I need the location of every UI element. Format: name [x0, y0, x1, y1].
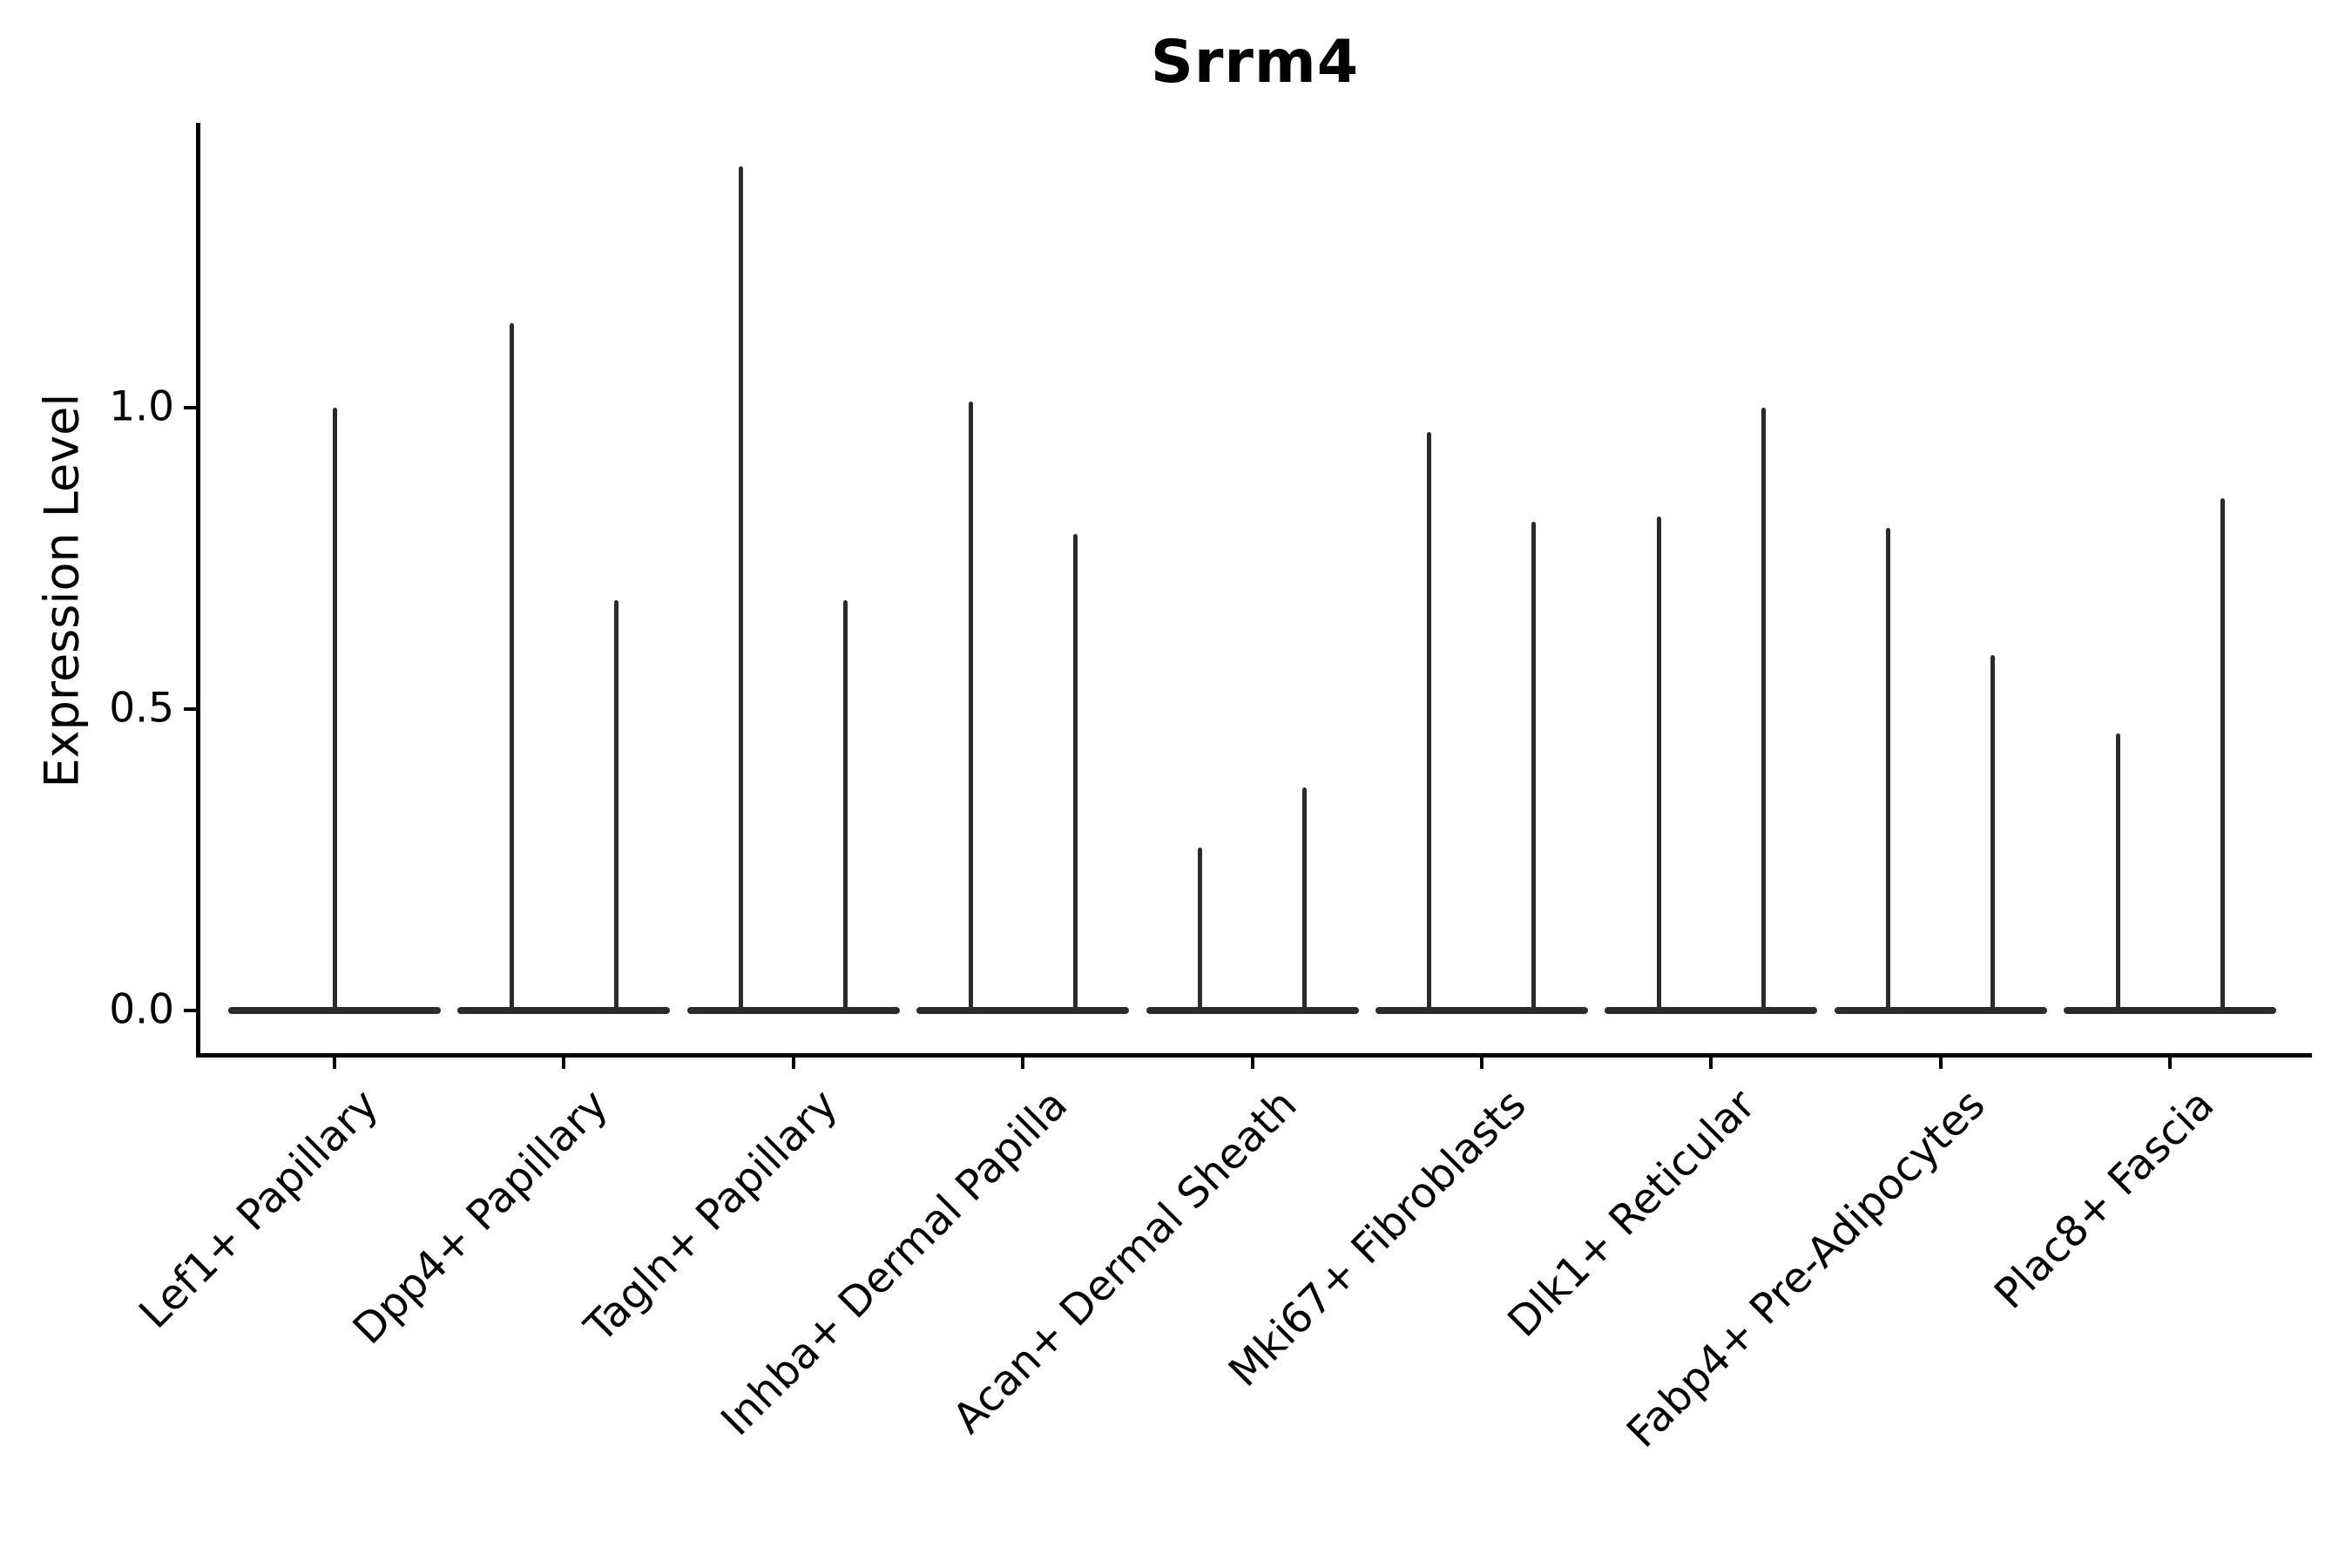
- violin-base: [1605, 1007, 1818, 1014]
- y-tick: [184, 406, 196, 409]
- violin-tail: [332, 408, 337, 1012]
- y-tick-label: 0.0: [109, 985, 174, 1034]
- x-tick-label: Tagln+ Papillary: [575, 1080, 848, 1352]
- x-tick-label: Lef1+ Papillary: [130, 1080, 389, 1338]
- x-tick: [2168, 1057, 2172, 1069]
- violin-tail: [1656, 516, 1661, 1012]
- violin-tail: [1302, 787, 1307, 1012]
- x-tick: [562, 1057, 566, 1069]
- x-tick: [1709, 1057, 1713, 1069]
- y-axis-spine: [196, 123, 200, 1057]
- violin-base: [1146, 1007, 1359, 1014]
- violin-tail: [1427, 431, 1432, 1012]
- violin-base: [916, 1007, 1130, 1014]
- violin-tail: [843, 600, 848, 1012]
- x-axis-spine: [196, 1053, 2312, 1058]
- x-tick-label: Plac8+ Fascia: [1985, 1080, 2224, 1319]
- y-tick-label: 1.0: [109, 382, 174, 431]
- x-tick: [791, 1057, 795, 1069]
- y-tick-label: 0.5: [109, 684, 174, 733]
- x-tick: [1021, 1057, 1025, 1069]
- x-tick: [1250, 1057, 1254, 1069]
- violin-tail: [2220, 497, 2225, 1012]
- chart-title: Srrm4: [1150, 28, 1360, 97]
- x-tick-label: Dpp4+ Papillary: [343, 1080, 618, 1355]
- y-axis-label: Expression Level: [34, 393, 90, 788]
- x-tick: [333, 1057, 336, 1069]
- violin-base: [1834, 1007, 2047, 1014]
- violin-tail: [1198, 848, 1202, 1012]
- x-tick-label: Dlk1+ Reticular: [1498, 1080, 1765, 1347]
- violin-tail: [1990, 654, 1996, 1012]
- y-tick: [184, 707, 196, 711]
- violin-tail: [1761, 408, 1766, 1012]
- violin-base: [686, 1007, 900, 1014]
- violin-tail: [739, 166, 744, 1012]
- violin-tail: [613, 600, 618, 1012]
- y-tick: [184, 1009, 196, 1012]
- violin-tail: [1072, 534, 1078, 1012]
- violin-tail: [1886, 528, 1891, 1012]
- violin-tail: [1531, 522, 1537, 1012]
- violin-tail: [968, 402, 973, 1012]
- violin-base: [1375, 1007, 1588, 1014]
- violin-base: [457, 1007, 671, 1014]
- violin-base: [2064, 1007, 2276, 1014]
- violin-tail: [509, 323, 514, 1012]
- x-tick: [1938, 1057, 1943, 1069]
- violin-tail: [2115, 733, 2120, 1012]
- x-tick: [1479, 1057, 1484, 1069]
